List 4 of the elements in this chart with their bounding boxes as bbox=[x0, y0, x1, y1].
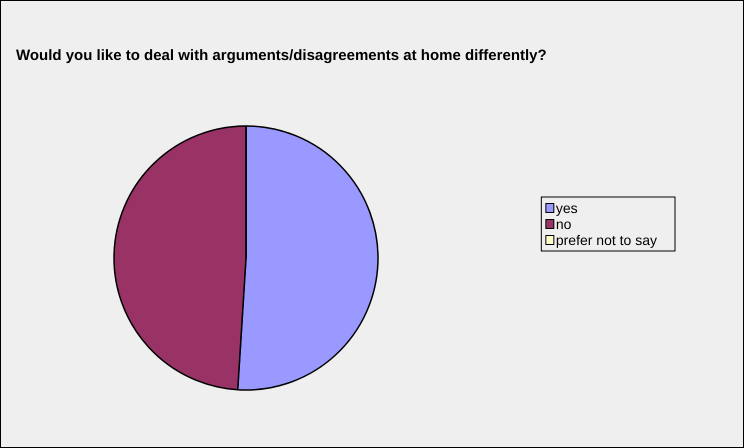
legend-label: yes bbox=[556, 200, 578, 216]
legend-label: no bbox=[556, 216, 572, 232]
legend-label: prefer not to say bbox=[556, 232, 658, 248]
chart-title: Would you like to deal with arguments/disagreements at home differently? bbox=[16, 47, 547, 64]
